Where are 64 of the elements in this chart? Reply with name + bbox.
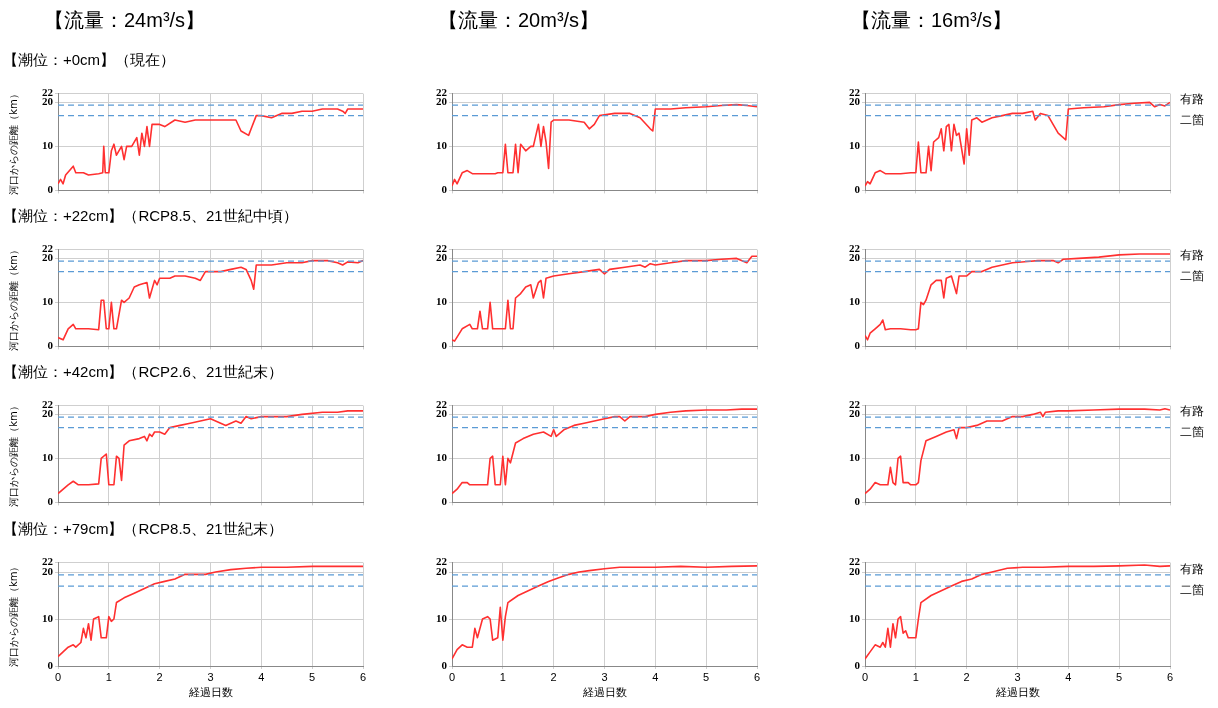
- y-tick-label: 0: [854, 495, 861, 508]
- ref-line-label: 有路: [1180, 92, 1204, 107]
- x-tick-label: 4: [258, 670, 265, 683]
- chart-subtitle: 【潮位：+42cm】（RCP2.6、21世紀末）: [3, 363, 283, 382]
- x-tick-label: 3: [207, 670, 214, 683]
- y-tick-label: 10: [436, 611, 448, 624]
- chart-title: 【流量：16m³/s】: [851, 8, 1013, 33]
- y-tick-label: 10: [436, 451, 448, 464]
- y-tick-label: 0: [441, 339, 448, 352]
- y-tick-label: 0: [854, 183, 861, 196]
- y-tick-label: 10: [42, 611, 54, 624]
- y-axis-title: 河口からの距離（km）: [7, 245, 19, 351]
- x-tick-label: 3: [1014, 670, 1021, 683]
- y-tick-label: 0: [854, 658, 861, 671]
- chart-title: 【流量：24m³/s】: [44, 8, 206, 33]
- y-tick-label: 10: [42, 139, 54, 152]
- y-axis-title: 河口からの距離（km）: [7, 561, 19, 668]
- y-tick-label: 10: [849, 139, 861, 152]
- x-axis-title: 経過日数: [994, 686, 1040, 700]
- x-tick-label: 1: [105, 670, 112, 683]
- y-tick-label: 10: [42, 295, 54, 308]
- y-tick-label: 0: [47, 658, 54, 671]
- y-tick-label: 0: [47, 183, 54, 196]
- chart-title: 【流量：20m³/s】: [438, 8, 600, 33]
- y-tick-label: 10: [436, 295, 448, 308]
- y-axis-title: 河口からの距離（km）: [7, 89, 19, 195]
- x-tick-label: 3: [601, 670, 608, 683]
- x-tick-label: 5: [309, 670, 316, 683]
- ref-line-label: 有路: [1180, 561, 1204, 576]
- y-tick-label: 10: [849, 611, 861, 624]
- x-tick-label: 4: [652, 670, 659, 683]
- x-axis-title: 経過日数: [581, 686, 627, 700]
- ref-line-label: 二箇: [1180, 268, 1204, 283]
- y-tick-label: 0: [47, 339, 54, 352]
- x-tick-label: 1: [499, 670, 506, 683]
- x-tick-label: 6: [359, 670, 367, 683]
- x-tick-label: 2: [550, 670, 557, 683]
- x-tick-label: 2: [156, 670, 163, 683]
- x-axis-title: 経過日数: [187, 686, 233, 700]
- ref-line-label: 有路: [1180, 404, 1204, 419]
- chart-subtitle: 【潮位：+79cm】（RCP8.5、21世紀末）: [3, 520, 283, 539]
- x-tick-label: 6: [753, 670, 761, 683]
- x-tick-label: 5: [1116, 670, 1123, 683]
- chart-subtitle: 【潮位：+22cm】（RCP8.5、21世紀中頃）: [3, 207, 298, 226]
- x-tick-label: 1: [912, 670, 919, 683]
- y-tick-label: 10: [849, 451, 861, 464]
- y-tick-label: 0: [441, 495, 448, 508]
- y-axis-title: 河口からの距離（km）: [7, 401, 19, 507]
- y-tick-label: 0: [854, 339, 861, 352]
- ref-line-label: 二箇: [1180, 583, 1204, 598]
- x-tick-label: 5: [703, 670, 710, 683]
- y-tick-label: 10: [436, 139, 448, 152]
- ref-line-label: 二箇: [1180, 112, 1204, 127]
- x-tick-label: 2: [963, 670, 970, 683]
- x-tick-label: 4: [1065, 670, 1072, 683]
- x-tick-label: 6: [1166, 670, 1174, 683]
- y-tick-label: 10: [42, 451, 54, 464]
- ref-line-label: 二箇: [1180, 424, 1204, 439]
- y-tick-label: 0: [441, 183, 448, 196]
- y-tick-label: 10: [849, 295, 861, 308]
- y-tick-label: 0: [441, 658, 448, 671]
- y-tick-label: 0: [47, 495, 54, 508]
- ref-line-label: 有路: [1180, 248, 1204, 263]
- chart-subtitle: 【潮位：+0cm】（現在）: [3, 51, 176, 70]
